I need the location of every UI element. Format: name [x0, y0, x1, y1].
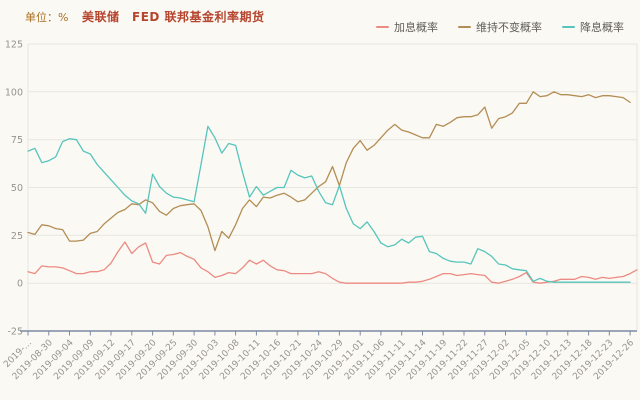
- series-line-cut: [27, 125, 631, 283]
- legend-item-label: 降息概率: [580, 21, 624, 34]
- x-axis-labels: 2019-…2019-08-302019-09-042019-09-092019…: [2, 338, 636, 382]
- unit-label: 单位：%: [25, 11, 69, 24]
- legend-item-cut[interactable]: 降息概率: [562, 19, 624, 35]
- y-axis-labels: 125 100 75 50 25 0 -25: [5, 40, 23, 338]
- svg-text:75: 75: [11, 135, 23, 146]
- svg-text:-25: -25: [7, 327, 23, 338]
- legend-item-hike[interactable]: 加息概率: [376, 19, 438, 35]
- svg-text:0: 0: [17, 279, 23, 290]
- legend-item-label: 加息概率: [394, 21, 438, 34]
- legend-dash-icon: [562, 26, 575, 28]
- series-lines: [27, 91, 638, 284]
- chart-title: 美联储 FED 联邦基金利率期货: [82, 10, 265, 24]
- legend: 加息概率 维持不变概率 降息概率: [376, 19, 624, 35]
- svg-text:100: 100: [5, 87, 23, 98]
- legend-item-hold[interactable]: 维持不变概率: [458, 19, 542, 35]
- series-line-hike: [27, 241, 638, 284]
- svg-text:25: 25: [11, 231, 23, 242]
- svg-text:125: 125: [5, 40, 23, 51]
- grid-lines: [28, 43, 637, 284]
- legend-dash-icon: [376, 26, 389, 28]
- svg-text:50: 50: [11, 183, 23, 194]
- legend-item-label: 维持不变概率: [476, 21, 542, 34]
- legend-dash-icon: [458, 26, 471, 28]
- axis-ticks: [27, 331, 631, 336]
- series-line-hold: [27, 91, 631, 252]
